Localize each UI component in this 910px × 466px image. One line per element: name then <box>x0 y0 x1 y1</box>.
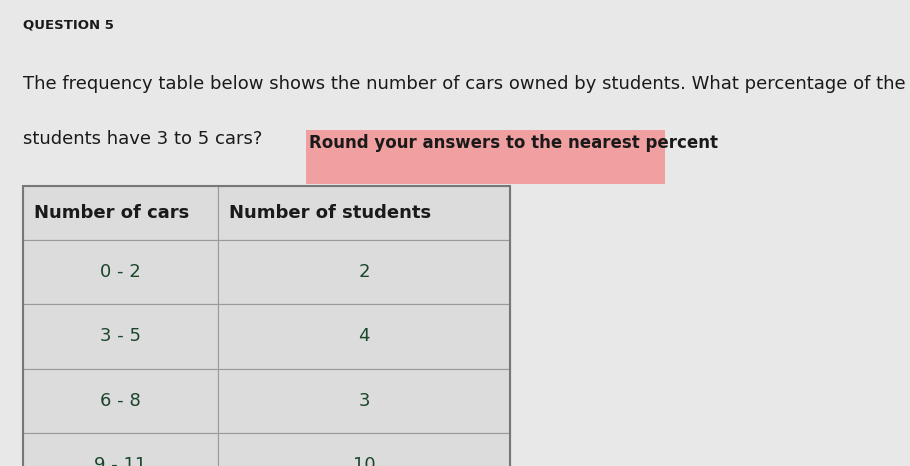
FancyBboxPatch shape <box>218 186 510 240</box>
Text: Number of cars: Number of cars <box>34 204 189 222</box>
FancyBboxPatch shape <box>23 304 218 369</box>
Text: 10: 10 <box>353 456 375 466</box>
FancyBboxPatch shape <box>23 369 218 433</box>
FancyBboxPatch shape <box>218 240 510 304</box>
FancyBboxPatch shape <box>218 304 510 369</box>
FancyBboxPatch shape <box>23 186 218 240</box>
Text: 4: 4 <box>359 328 369 345</box>
Text: Number of students: Number of students <box>229 204 431 222</box>
Text: 6 - 8: 6 - 8 <box>100 392 141 410</box>
Text: 9 - 11: 9 - 11 <box>95 456 147 466</box>
Text: Round your answers to the nearest percent: Round your answers to the nearest percen… <box>309 134 718 152</box>
FancyBboxPatch shape <box>306 130 665 184</box>
Text: 3: 3 <box>359 392 369 410</box>
Text: 0 - 2: 0 - 2 <box>100 263 141 281</box>
FancyBboxPatch shape <box>23 433 218 466</box>
Text: 2: 2 <box>359 263 369 281</box>
FancyBboxPatch shape <box>218 433 510 466</box>
FancyBboxPatch shape <box>23 240 218 304</box>
Text: 3 - 5: 3 - 5 <box>100 328 141 345</box>
Text: The frequency table below shows the number of cars owned by students. What perce: The frequency table below shows the numb… <box>23 75 905 93</box>
FancyBboxPatch shape <box>218 369 510 433</box>
Text: QUESTION 5: QUESTION 5 <box>23 19 114 32</box>
Text: students have 3 to 5 cars?: students have 3 to 5 cars? <box>23 130 262 149</box>
